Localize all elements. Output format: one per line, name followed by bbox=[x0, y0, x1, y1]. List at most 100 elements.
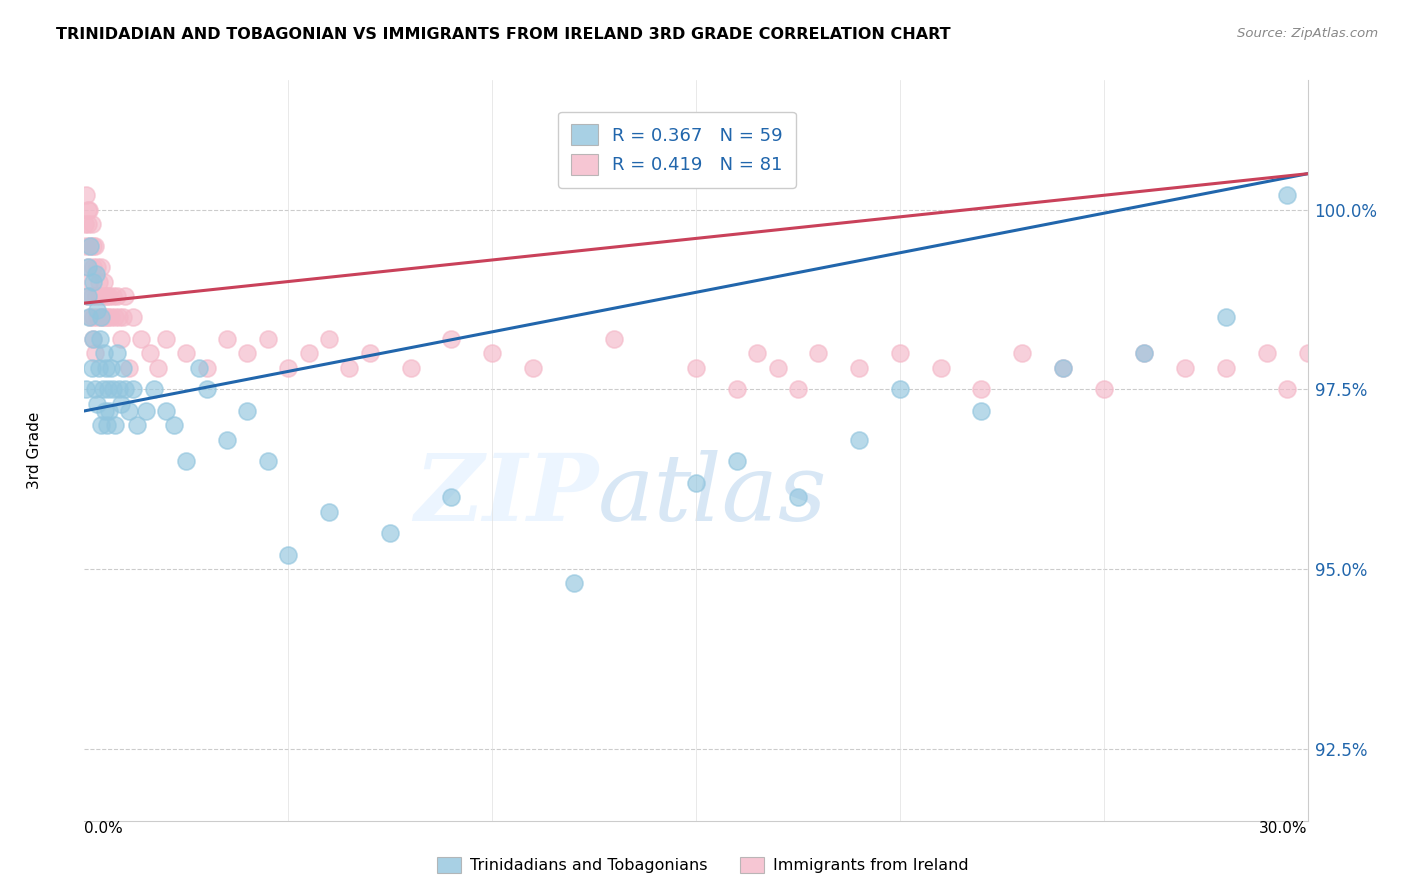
Point bbox=[236, 346, 259, 360]
Point bbox=[94, 310, 117, 325]
Point bbox=[100, 310, 122, 325]
Point bbox=[93, 289, 115, 303]
Point bbox=[747, 346, 769, 360]
Point bbox=[127, 418, 149, 433]
Point bbox=[1174, 360, 1197, 375]
Point bbox=[75, 383, 97, 397]
Point bbox=[807, 346, 830, 360]
Point bbox=[277, 360, 299, 375]
Point bbox=[104, 310, 127, 325]
Point bbox=[90, 310, 112, 325]
Point bbox=[787, 383, 810, 397]
Point bbox=[89, 332, 111, 346]
Point bbox=[195, 360, 218, 375]
Point bbox=[122, 310, 145, 325]
Point bbox=[1133, 346, 1156, 360]
Point bbox=[399, 360, 422, 375]
Point bbox=[217, 433, 239, 447]
Point bbox=[1052, 360, 1074, 375]
Point bbox=[97, 289, 120, 303]
Point bbox=[114, 383, 136, 397]
Point bbox=[122, 383, 145, 397]
Point bbox=[725, 454, 748, 468]
Point bbox=[138, 346, 160, 360]
Point bbox=[96, 418, 118, 433]
Point bbox=[195, 383, 218, 397]
Point bbox=[87, 360, 110, 375]
Point bbox=[91, 310, 114, 325]
Point bbox=[82, 260, 104, 275]
Point bbox=[1052, 360, 1074, 375]
Point bbox=[131, 332, 153, 346]
Point bbox=[82, 332, 104, 346]
Point bbox=[187, 360, 209, 375]
Legend: Trinidadians and Tobagonians, Immigrants from Ireland: Trinidadians and Tobagonians, Immigrants… bbox=[430, 850, 976, 880]
Point bbox=[112, 310, 135, 325]
Point bbox=[86, 310, 108, 325]
Point bbox=[82, 238, 104, 252]
Point bbox=[118, 404, 141, 418]
Point bbox=[298, 346, 321, 360]
Point bbox=[146, 360, 169, 375]
Point bbox=[86, 303, 108, 318]
Point bbox=[725, 383, 748, 397]
Point bbox=[82, 332, 104, 346]
Point bbox=[76, 260, 98, 275]
Point bbox=[84, 289, 107, 303]
Point bbox=[105, 346, 128, 360]
Point bbox=[79, 310, 101, 325]
Point bbox=[359, 346, 381, 360]
Point bbox=[318, 504, 340, 518]
Point bbox=[1215, 360, 1237, 375]
Point bbox=[90, 310, 112, 325]
Point bbox=[77, 202, 100, 217]
Point bbox=[217, 332, 239, 346]
Point bbox=[1277, 188, 1299, 202]
Point bbox=[77, 260, 100, 275]
Text: 30.0%: 30.0% bbox=[1260, 821, 1308, 836]
Point bbox=[1296, 346, 1319, 360]
Point bbox=[135, 404, 157, 418]
Point bbox=[86, 260, 108, 275]
Point bbox=[889, 346, 911, 360]
Point bbox=[174, 454, 197, 468]
Point bbox=[889, 383, 911, 397]
Point bbox=[685, 360, 707, 375]
Point bbox=[76, 289, 98, 303]
Point bbox=[236, 404, 259, 418]
Text: Source: ZipAtlas.com: Source: ZipAtlas.com bbox=[1237, 27, 1378, 40]
Point bbox=[90, 260, 112, 275]
Point bbox=[163, 418, 186, 433]
Point bbox=[75, 238, 97, 252]
Point bbox=[77, 310, 100, 325]
Point bbox=[77, 289, 100, 303]
Point bbox=[562, 576, 585, 591]
Point bbox=[93, 404, 115, 418]
Point bbox=[766, 360, 789, 375]
Point bbox=[277, 548, 299, 562]
Point bbox=[970, 404, 993, 418]
Point bbox=[83, 346, 105, 360]
Point bbox=[80, 360, 103, 375]
Point bbox=[76, 202, 98, 217]
Point bbox=[90, 418, 112, 433]
Point bbox=[142, 383, 165, 397]
Point bbox=[118, 360, 141, 375]
Point bbox=[1256, 346, 1278, 360]
Point bbox=[83, 383, 105, 397]
Point bbox=[93, 275, 115, 289]
Text: 0.0%: 0.0% bbox=[84, 821, 124, 836]
Point bbox=[94, 360, 117, 375]
Point bbox=[79, 238, 101, 252]
Point bbox=[380, 526, 402, 541]
Point bbox=[1133, 346, 1156, 360]
Point bbox=[155, 332, 177, 346]
Point bbox=[440, 490, 463, 504]
Point bbox=[257, 332, 280, 346]
Point bbox=[80, 217, 103, 231]
Point bbox=[929, 360, 952, 375]
Point bbox=[75, 217, 97, 231]
Point bbox=[1011, 346, 1033, 360]
Point bbox=[77, 275, 100, 289]
Point bbox=[101, 383, 124, 397]
